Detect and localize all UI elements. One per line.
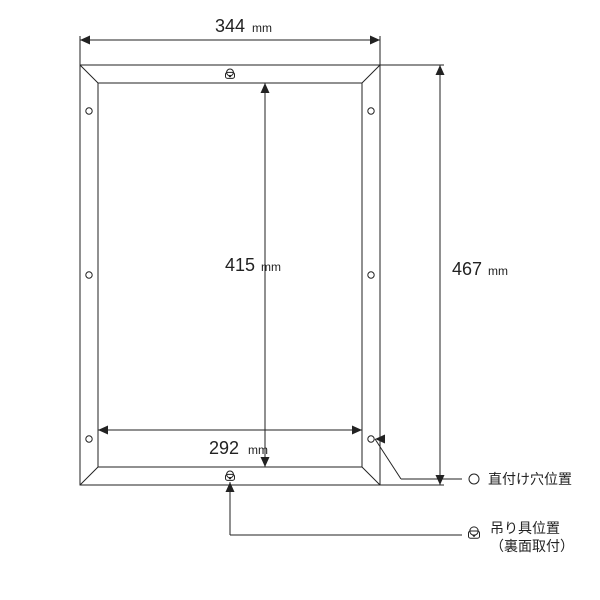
hole-icon <box>469 474 479 484</box>
inner-height-value: 415 <box>225 255 255 275</box>
outer-height-value: 467 <box>452 259 482 279</box>
dimension-outer-width <box>80 36 380 66</box>
inner-height-unit: mm <box>261 260 281 274</box>
hanger-icon <box>469 527 480 538</box>
legend-hole-pointer <box>375 435 462 480</box>
outer-width-unit: mm <box>252 21 272 35</box>
legend-hole-label: 直付け穴位置 <box>488 471 572 487</box>
frame-inner-rect <box>98 83 362 467</box>
dimension-diagram: 344 mm 467 mm 415 mm 292 mm 直付け穴位置 吊り具位置… <box>0 0 600 600</box>
outer-height-unit: mm <box>488 264 508 278</box>
outer-width-value: 344 <box>215 16 245 36</box>
inner-width-unit: mm <box>248 443 268 457</box>
inner-width-value: 292 <box>209 438 239 458</box>
legend-hanger-label: 吊り具位置 <box>490 520 560 536</box>
legend-hanger-pointer <box>226 482 463 535</box>
legend-hanger-sublabel: （裏面取付） <box>490 538 574 554</box>
dimension-outer-height <box>380 65 445 485</box>
